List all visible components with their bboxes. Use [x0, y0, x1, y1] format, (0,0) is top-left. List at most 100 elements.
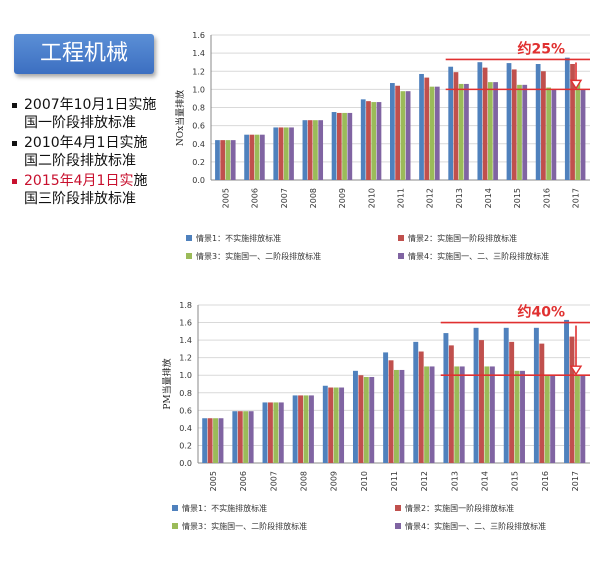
bar — [464, 83, 469, 180]
bar — [358, 375, 364, 463]
bar — [564, 57, 570, 180]
bar — [448, 66, 454, 180]
bar — [580, 89, 586, 180]
bar — [283, 127, 289, 180]
bar — [535, 64, 541, 180]
bar — [482, 67, 488, 180]
bar — [503, 327, 509, 463]
bar — [254, 134, 260, 180]
y-tick-label: 0.0 — [192, 176, 205, 185]
bar — [313, 120, 318, 180]
bar — [539, 343, 545, 463]
bar — [394, 369, 399, 463]
bar — [551, 89, 557, 180]
bar — [278, 127, 284, 180]
bar — [218, 418, 224, 463]
bar — [267, 402, 273, 463]
x-tick-label: 2016 — [542, 188, 551, 208]
bullet-text: 2007年10月1日实施国一阶段排放标准 — [24, 97, 157, 131]
bar — [477, 62, 483, 180]
x-tick-label: 2013 — [455, 188, 464, 208]
bar — [243, 411, 249, 463]
x-tick-label: 2011 — [397, 188, 406, 208]
bar — [418, 351, 424, 463]
y-tick-label: 1.6 — [179, 319, 192, 328]
bar — [225, 140, 231, 180]
bar — [448, 345, 454, 463]
bar — [248, 411, 254, 463]
bar — [419, 73, 424, 180]
bar — [390, 83, 395, 180]
x-tick-label: 2008 — [300, 471, 309, 491]
bar — [303, 395, 309, 463]
bar — [541, 71, 546, 180]
x-tick-label: 2010 — [360, 471, 369, 491]
bar — [237, 411, 243, 463]
bar — [473, 327, 479, 463]
bar — [302, 120, 308, 180]
x-tick-label: 2013 — [450, 471, 459, 491]
legend-label: 情景2：实施国一阶段排放标准 — [405, 503, 514, 513]
bar — [569, 336, 575, 463]
bar — [520, 370, 525, 463]
annotation-text: 约40% — [517, 304, 565, 321]
bar — [443, 333, 449, 463]
x-tick-label: 2012 — [420, 471, 429, 491]
x-tick-label: 2007 — [269, 471, 278, 491]
bar — [307, 120, 313, 180]
slide-title: 工程机械 — [14, 34, 154, 74]
x-tick-label: 2010 — [367, 188, 376, 208]
bar — [429, 366, 435, 463]
bar — [333, 387, 339, 463]
annotation-text: 约25% — [517, 40, 565, 57]
bar — [371, 102, 377, 180]
bar — [395, 85, 400, 180]
bar — [376, 102, 382, 180]
bar — [400, 91, 406, 180]
x-tick-label: 2006 — [239, 471, 248, 491]
bar — [533, 327, 539, 463]
bar — [388, 360, 394, 463]
bar — [511, 69, 517, 180]
x-tick-label: 2008 — [309, 188, 318, 208]
legend-swatch — [172, 505, 178, 511]
bar — [230, 140, 236, 180]
legend-label: 情景4：实施国一、二、三阶段排放标准 — [408, 251, 549, 261]
y-tick-label: 0.4 — [192, 140, 205, 149]
bar — [273, 402, 279, 463]
y-tick-label: 1.4 — [192, 49, 205, 58]
bar — [289, 127, 294, 180]
bar — [489, 366, 495, 463]
bar — [506, 63, 512, 180]
legend-swatch — [186, 253, 192, 259]
bar — [292, 395, 298, 463]
bar — [399, 369, 405, 463]
x-tick-label: 2017 — [571, 188, 580, 208]
bullet-text: 2010年4月1日实施国二阶段排放标准 — [24, 135, 148, 169]
bar — [318, 120, 324, 180]
y-tick-label: 0.8 — [179, 389, 192, 398]
bar — [493, 82, 498, 180]
x-tick-label: 2015 — [513, 188, 522, 208]
x-tick-label: 2011 — [390, 471, 399, 491]
bar — [580, 375, 586, 463]
legend-label: 情景3：实施国一、二阶段排放标准 — [196, 251, 321, 261]
bar — [459, 366, 465, 463]
x-tick-label: 2014 — [480, 471, 489, 491]
legend-swatch — [186, 235, 192, 241]
bar — [352, 370, 358, 463]
y-tick-label: 0.6 — [179, 406, 192, 415]
bar — [564, 319, 569, 463]
bar — [220, 140, 226, 180]
bar — [570, 64, 575, 180]
y-tick-label: 1.6 — [192, 31, 205, 40]
x-tick-label: 2014 — [484, 188, 493, 208]
bar — [484, 366, 490, 463]
x-tick-label: 2006 — [251, 188, 260, 208]
y-tick-label: 0.6 — [192, 122, 205, 131]
bar — [339, 387, 345, 463]
legend-label: 情景2：实施国一阶段排放标准 — [408, 233, 517, 243]
bar — [273, 127, 279, 180]
y-tick-label: 1.4 — [179, 336, 192, 345]
bar — [383, 352, 389, 463]
